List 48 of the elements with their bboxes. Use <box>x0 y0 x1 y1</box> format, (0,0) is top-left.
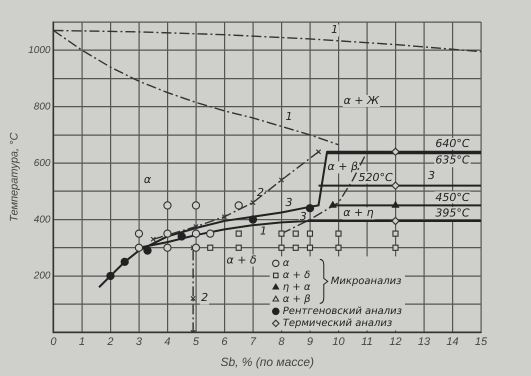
x-tick-label: 1 <box>78 336 86 348</box>
x-tick-label: 11 <box>361 336 373 348</box>
annotation: 3 <box>285 196 292 209</box>
x-tick-label: 4 <box>164 336 171 348</box>
x-tick-label: 6 <box>221 336 228 348</box>
x-tick-label: 15 <box>474 336 488 348</box>
y-tick-label: 800 <box>34 101 51 112</box>
legend-label: α + β <box>282 294 312 305</box>
x-tick-label: 14 <box>446 336 459 348</box>
legend-label: α + δ <box>282 270 310 281</box>
annotation: α + δ <box>226 253 257 266</box>
annotation: Микроанализ <box>330 276 402 287</box>
y-tick-label: 1000 <box>28 45 51 56</box>
x-tick-label: 3 <box>136 336 143 348</box>
annotation: 450°C <box>435 190 470 204</box>
x-axis-title: Sb, % (по массе) <box>220 355 314 370</box>
legend-label: η + α <box>282 282 311 293</box>
x-tick-label: 2 <box>106 336 114 348</box>
annotation: 520°C <box>358 171 393 184</box>
x-tick-label: 9 <box>306 336 314 348</box>
annotation: 1 <box>331 22 338 36</box>
annotation: 635°C <box>435 154 470 167</box>
annotation: α + Ж <box>344 94 380 107</box>
y-tick-label: 400 <box>34 214 51 226</box>
legend-label: Рентгеновский анализ <box>282 306 402 317</box>
annotation: α + β <box>328 160 358 174</box>
annotation: 1 <box>260 224 267 238</box>
annotation: 640°C <box>435 137 470 150</box>
y-tick-label: 600 <box>34 158 51 169</box>
annotation: α + η <box>343 206 374 220</box>
x-tick-label: 10 <box>332 336 346 348</box>
annotation: 3 <box>300 210 307 223</box>
annotation: 1 <box>285 110 292 123</box>
x-tick-label: 8 <box>278 336 286 348</box>
y-tick-label: 200 <box>32 270 51 282</box>
annotation: 2 <box>256 186 264 199</box>
x-tick-label: 7 <box>250 336 257 348</box>
x-tick-label: 13 <box>418 336 431 348</box>
x-tick-label: 5 <box>192 336 200 348</box>
y-axis-title: Температура, °C <box>8 132 21 222</box>
x-tick-label: 0 <box>50 336 58 348</box>
annotation: 395°C <box>435 206 470 220</box>
legend-label: α <box>282 258 290 269</box>
annotation: 3 <box>428 169 435 182</box>
annotation: α <box>144 172 152 186</box>
legend-label: Термический анализ <box>282 318 392 329</box>
x-tick-label: 12 <box>389 336 402 348</box>
annotation: 2 <box>201 290 208 304</box>
